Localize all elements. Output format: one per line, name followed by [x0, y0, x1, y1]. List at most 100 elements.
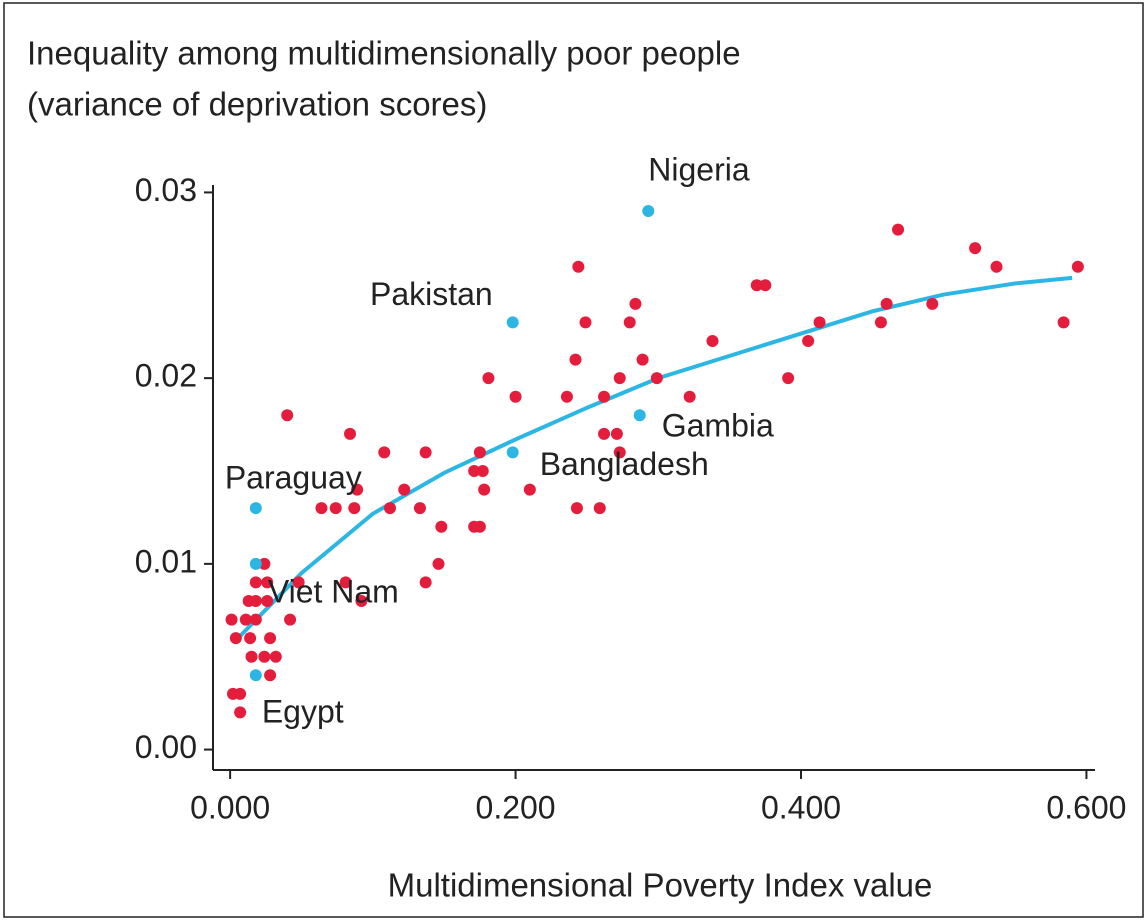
- point: [593, 502, 606, 515]
- point: [355, 595, 368, 607]
- point: [229, 632, 242, 645]
- point: [292, 576, 305, 589]
- y-axis-title: (variance of deprivation scores): [27, 86, 487, 123]
- point: [413, 502, 426, 515]
- point: [706, 335, 719, 347]
- point: [261, 576, 274, 589]
- point: [636, 353, 649, 366]
- point: [284, 613, 297, 626]
- point-label: Viet Nam: [268, 573, 399, 609]
- point: [650, 372, 663, 385]
- point-label: Pakistan: [370, 276, 493, 312]
- point: [339, 576, 352, 589]
- y-tick-label: 0.01: [135, 543, 197, 579]
- point: [623, 316, 636, 329]
- point: [234, 687, 247, 700]
- point: [378, 446, 391, 459]
- point: [264, 669, 277, 682]
- point: [1057, 316, 1070, 329]
- point: [245, 650, 258, 663]
- point: [642, 205, 655, 217]
- point: [579, 316, 592, 329]
- point: [633, 409, 646, 422]
- x-tick-label: 0.400: [761, 789, 841, 825]
- point-label: Nigeria: [648, 151, 750, 187]
- point: [234, 706, 247, 719]
- point: [249, 613, 262, 626]
- y-tick-label: 0.03: [135, 172, 197, 208]
- point: [269, 650, 282, 663]
- point: [249, 502, 262, 515]
- point: [750, 279, 763, 292]
- point: [329, 502, 342, 515]
- point: [249, 576, 262, 589]
- point: [351, 483, 364, 496]
- point: [478, 483, 491, 496]
- point: [264, 632, 277, 645]
- point: [969, 242, 982, 255]
- point: [613, 372, 626, 385]
- point: [509, 390, 522, 403]
- point: [523, 483, 536, 496]
- point: [610, 427, 623, 440]
- point: [348, 502, 361, 515]
- y-tick-label: 0.02: [135, 358, 197, 394]
- x-tick-label: 0.600: [1046, 789, 1126, 825]
- point: [926, 297, 939, 310]
- point: [990, 260, 1003, 273]
- point: [249, 595, 262, 607]
- point: [569, 353, 582, 366]
- point: [629, 297, 642, 310]
- point: [249, 669, 262, 682]
- point: [383, 502, 396, 515]
- frame: [3, 2, 1144, 918]
- point: [782, 372, 795, 385]
- point: [344, 427, 357, 440]
- point: [419, 446, 432, 459]
- point: [560, 390, 573, 403]
- point: [506, 446, 519, 459]
- point-label: Egypt: [262, 694, 344, 730]
- point: [468, 465, 481, 477]
- point: [435, 520, 448, 533]
- point: [802, 335, 815, 347]
- point: [473, 446, 486, 459]
- x-tick-label: 0.200: [476, 789, 556, 825]
- point: [570, 502, 583, 515]
- point: [482, 372, 495, 385]
- point-label: Bangladesh: [540, 446, 709, 482]
- point: [398, 483, 411, 496]
- x-tick-label: 0.000: [190, 789, 270, 825]
- point: [244, 632, 257, 645]
- point: [473, 520, 486, 533]
- point: [258, 557, 271, 570]
- y-axis-title: Inequality among multidimensionally poor…: [27, 35, 741, 72]
- point: [506, 316, 519, 329]
- point: [874, 316, 887, 329]
- point: [598, 427, 611, 440]
- point: [1071, 260, 1084, 273]
- point: [476, 465, 489, 477]
- x-axis-title: Multidimensional Poverty Index value: [388, 867, 933, 904]
- point: [249, 557, 262, 570]
- point: [880, 297, 893, 310]
- y-tick-label: 0.00: [135, 729, 197, 765]
- point: [239, 613, 252, 626]
- point: [759, 279, 772, 292]
- point: [572, 260, 585, 273]
- point: [225, 613, 238, 626]
- point-label: Gambia: [662, 408, 774, 444]
- point: [315, 502, 328, 515]
- point: [419, 576, 432, 589]
- point: [258, 650, 271, 663]
- point: [281, 409, 294, 422]
- point: [813, 316, 826, 329]
- point: [892, 223, 905, 236]
- point: [598, 390, 611, 403]
- point: [613, 446, 626, 459]
- point: [261, 595, 274, 607]
- point: [683, 390, 696, 403]
- point-label: Paraguay: [225, 460, 362, 496]
